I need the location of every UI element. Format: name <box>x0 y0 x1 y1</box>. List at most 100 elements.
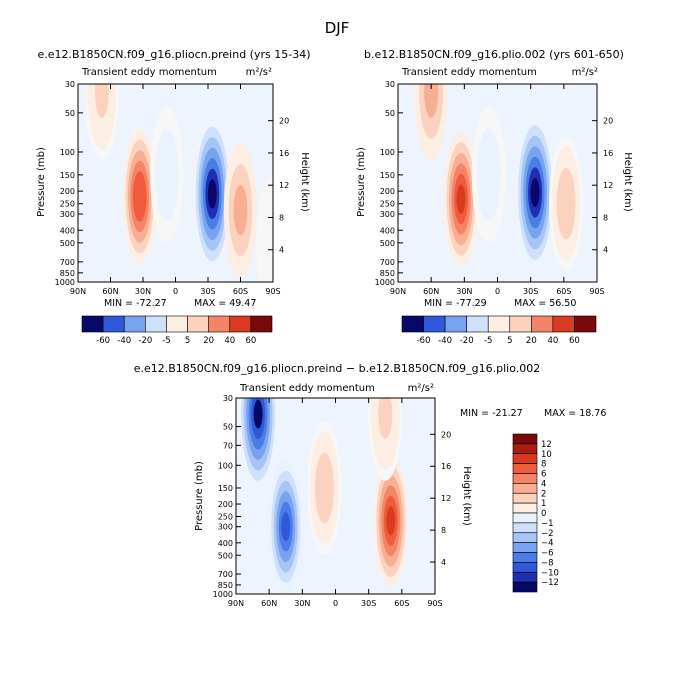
panel-1-xtick-label: 90N <box>390 287 406 296</box>
panel-1-colorbar-label: -5 <box>484 336 492 346</box>
panel-preind-ylabel: Pressure (mb) <box>36 147 47 217</box>
panel-1-xtick-label: 0 <box>495 287 500 296</box>
panel-2-colorbar-cell <box>512 453 538 464</box>
panel-2-colorbar-label: −10 <box>541 568 559 578</box>
panel-1-colorbar-label: 5 <box>507 336 512 346</box>
panel-0-y2tick-label: 20 <box>279 117 289 126</box>
panel-2-colorbar-label: 12 <box>541 440 552 450</box>
panel-2-ytick-label: 30 <box>223 394 233 403</box>
panel-0-feature-2-band-5 <box>162 160 172 190</box>
panel-2-colorbar-cell <box>512 522 538 534</box>
panel-plio-colorbar: -60 -40 -20 -5 5 20 40 60 <box>401 315 597 346</box>
panel-1-xtick-label: 60N <box>423 287 439 296</box>
panel-1-xtick-label: 30N <box>456 287 472 296</box>
panel-2-colorbar-cell <box>512 443 538 455</box>
panel-0-colorbar-cell <box>102 315 125 333</box>
panel-0-ytick-label: 250 <box>60 200 75 209</box>
panel-diff-ylabel: Pressure (mb) <box>194 461 205 531</box>
panel-plio: b.e12.B1850CN.f09_g16.plio.002 (yrs 601-… <box>356 48 633 346</box>
panel-2-feature-3-band-5 <box>386 506 396 536</box>
panel-2-ytick-label: 400 <box>218 539 233 548</box>
panel-diff-max: MAX = 18.76 <box>544 408 606 419</box>
panel-2-feature-4-band-5 <box>380 399 390 429</box>
panel-0-ytick-label: 1000 <box>55 278 75 287</box>
panel-preind-colorbar: -60 -40 -20 -5 5 20 40 60 <box>81 315 273 346</box>
panel-2-ytick-label: 150 <box>218 484 233 493</box>
panel-0-ytick-label: 850 <box>60 269 75 278</box>
panel-1-colorbar-label: -60 <box>417 336 431 346</box>
panel-2-y2tick-label: 20 <box>441 430 451 439</box>
panel-diff-y2label: Height (km) <box>461 466 472 526</box>
panel-1-ytick-label: 850 <box>380 269 395 278</box>
panel-0-ytick-label: 400 <box>60 226 75 235</box>
panel-0-xtick-label: 90N <box>70 287 86 296</box>
panel-1-colorbar-cell <box>531 315 554 333</box>
panel-0-ytick-label: 300 <box>60 210 75 219</box>
panel-1-ytick-label: 200 <box>380 187 395 196</box>
panel-2-colorbar-label: −1 <box>541 519 554 529</box>
panel-1-feature-2-band-5 <box>484 160 494 190</box>
panel-2-feature-1-band-5 <box>281 512 291 542</box>
panel-2-colorbar-label: 6 <box>541 470 546 480</box>
panel-0-colorbar-label: -60 <box>96 336 110 346</box>
panel-plio-units: m²/s² <box>572 67 598 78</box>
panel-2-colorbar-label: 8 <box>541 460 546 470</box>
panel-0-colorbar-label: 5 <box>185 336 190 346</box>
panel-1-feature-4-band-5 <box>561 189 571 219</box>
panel-0-ytick-label: 150 <box>60 171 75 180</box>
panel-2-colorbar-cell <box>512 532 538 543</box>
panel-1-y2tick-label: 12 <box>603 181 613 190</box>
panel-diff-title: e.e12.B1850CN.f09_g16.pliocn.preind − b.… <box>134 362 541 375</box>
panel-0-colorbar-cell <box>123 315 146 333</box>
panel-0-colorbar-label: -20 <box>138 336 152 346</box>
panel-1-feature-3-band-5 <box>530 177 540 208</box>
panel-preind-subtitle: Transient eddy momentum <box>81 67 217 78</box>
panel-1-colorbar-cell <box>552 315 575 333</box>
panel-0-colorbar-label: 60 <box>245 336 256 346</box>
panel-1-feature-0-band-5 <box>426 84 436 108</box>
panel-1-colorbar-label: -20 <box>460 336 474 346</box>
panel-2-y2tick-label: 12 <box>441 494 451 503</box>
panel-plio-min: MIN = -77.29 <box>424 298 487 309</box>
panel-2-feature-2-band-5 <box>319 473 329 503</box>
panel-2-ytick-label: 70 <box>223 441 233 450</box>
panel-2-colorbar-label: −12 <box>541 578 559 588</box>
panel-1-colorbar-cell <box>423 315 446 333</box>
panel-preind-title: e.e12.B1850CN.f09_g16.pliocn.preind (yrs… <box>37 48 310 61</box>
panel-1-ytick-label: 50 <box>385 109 395 118</box>
panel-2-xtick-label: 0 <box>333 599 338 608</box>
panel-1-feature-1-band-5 <box>456 184 466 214</box>
panel-0-y2tick-label: 16 <box>279 149 289 158</box>
page-title: DJF <box>325 19 350 37</box>
panel-1-colorbar-cell <box>574 315 597 333</box>
panel-1-ytick-label: 150 <box>380 171 395 180</box>
panel-2-colorbar-cell <box>512 512 538 524</box>
panel-1-colorbar-cell <box>401 315 424 333</box>
panel-0-xtick-label: 60S <box>233 287 248 296</box>
panel-preind-min: MIN = -72.27 <box>104 298 167 309</box>
panel-diff: e.e12.B1850CN.f09_g16.pliocn.preind − b.… <box>134 362 607 608</box>
panel-0-colorbar-cell <box>166 315 188 333</box>
panel-2-xtick-label: 30N <box>294 599 310 608</box>
panel-plio-max: MAX = 56.50 <box>514 298 576 309</box>
panel-plio-ylabel: Pressure (mb) <box>356 147 367 217</box>
panel-diff-units: m²/s² <box>408 383 434 394</box>
panel-0-xtick-label: 30S <box>200 287 215 296</box>
panel-diff-subtitle: Transient eddy momentum <box>239 383 375 394</box>
panel-preind: e.e12.B1850CN.f09_g16.pliocn.preind (yrs… <box>36 48 311 346</box>
panel-2-ytick-label: 300 <box>218 523 233 532</box>
panel-0-ytick-label: 50 <box>65 109 75 118</box>
panel-preind-max: MAX = 49.47 <box>194 298 256 309</box>
panel-2-xtick-label: 60N <box>261 599 277 608</box>
panel-2-colorbar-cell <box>512 463 538 474</box>
panel-2-xtick-label: 60S <box>394 599 409 608</box>
panel-0-xtick-label: 90S <box>265 287 280 296</box>
panel-0-feature-0-band-5 <box>97 84 107 108</box>
panel-2-ytick-label: 700 <box>218 570 233 579</box>
panel-2-colorbar-label: 0 <box>541 509 546 519</box>
panel-0-ytick-label: 30 <box>65 80 75 89</box>
panel-plio-title: b.e12.B1850CN.f09_g16.plio.002 (yrs 601-… <box>364 48 624 61</box>
